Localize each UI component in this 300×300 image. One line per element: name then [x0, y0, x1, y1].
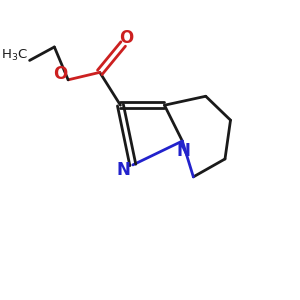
Text: H$_3$C: H$_3$C	[1, 48, 28, 64]
Text: N: N	[177, 142, 191, 160]
Text: N: N	[116, 161, 130, 179]
Text: O: O	[53, 65, 68, 83]
Text: O: O	[119, 29, 133, 47]
